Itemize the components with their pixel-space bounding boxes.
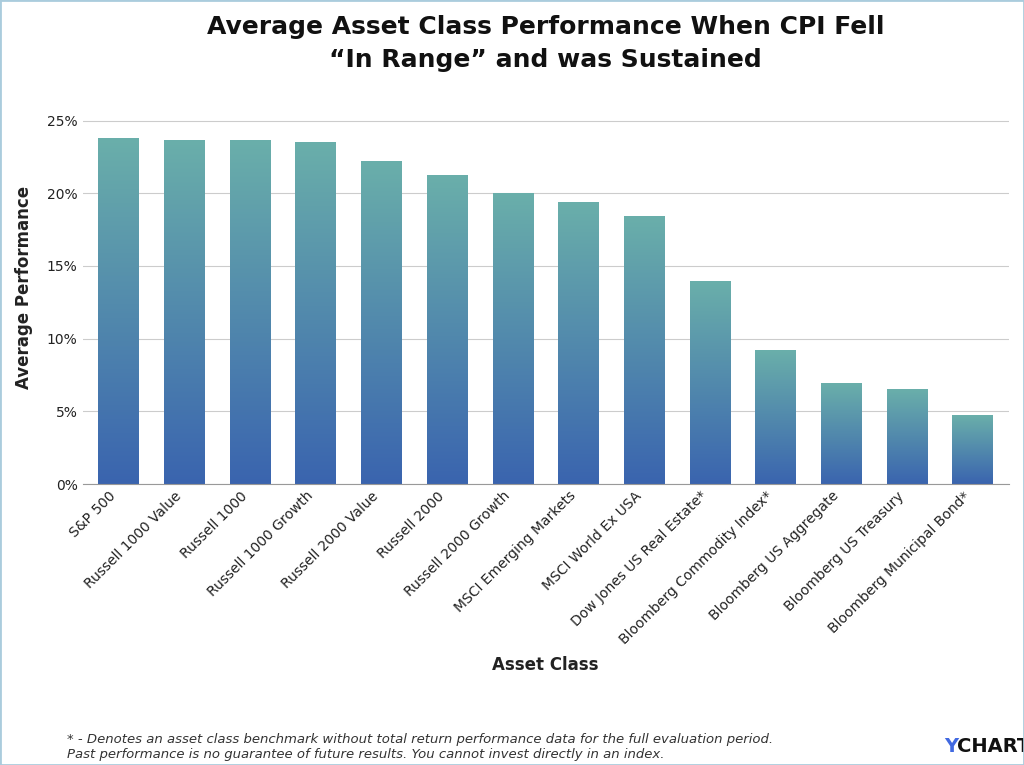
Title: Average Asset Class Performance When CPI Fell
“In Range” and was Sustained: Average Asset Class Performance When CPI… [207,15,885,72]
Text: * - Denotes an asset class benchmark without total return performance data for t: * - Denotes an asset class benchmark wit… [67,733,773,761]
X-axis label: Asset Class: Asset Class [493,656,599,673]
Y-axis label: Average Performance: Average Performance [15,186,33,389]
Text: Y: Y [944,737,958,756]
Text: CHARTS: CHARTS [957,737,1024,756]
